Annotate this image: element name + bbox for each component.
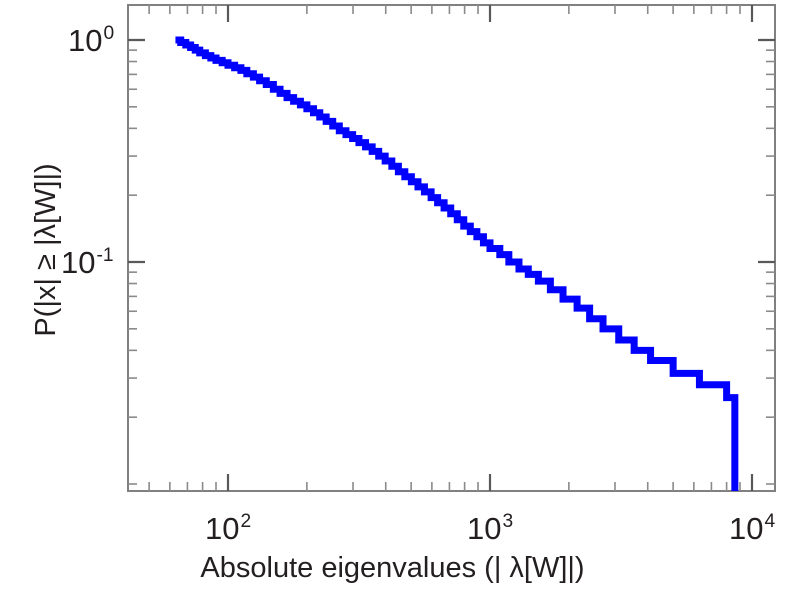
ccdf-step-curve — [175, 36, 739, 491]
y-axis-ticks-right — [758, 38, 775, 485]
axes-frame — [127, 4, 776, 492]
y-axis-title: P(|x| ≥ |λ[W]|) — [30, 163, 62, 337]
x-tick-label-1e4: 104 — [729, 510, 776, 546]
axes-box — [127, 4, 776, 492]
y-tick-label-1e0: 100 — [68, 22, 115, 58]
x-axis-ticks-top — [148, 5, 754, 22]
y-tick-label-1e-1: 10-1 — [61, 244, 114, 280]
x-axis-title: Absolute eigenvalues (| λ[W]|) — [200, 552, 585, 584]
x-tick-label-1e3: 103 — [467, 510, 514, 546]
y-axis-ticks-left — [128, 38, 145, 485]
x-tick-label-1e2: 102 — [205, 510, 252, 546]
y-axis-title-wrap: P(|x| ≥ |λ[W]|) — [30, 0, 70, 500]
x-axis-ticks-bottom — [148, 474, 754, 491]
